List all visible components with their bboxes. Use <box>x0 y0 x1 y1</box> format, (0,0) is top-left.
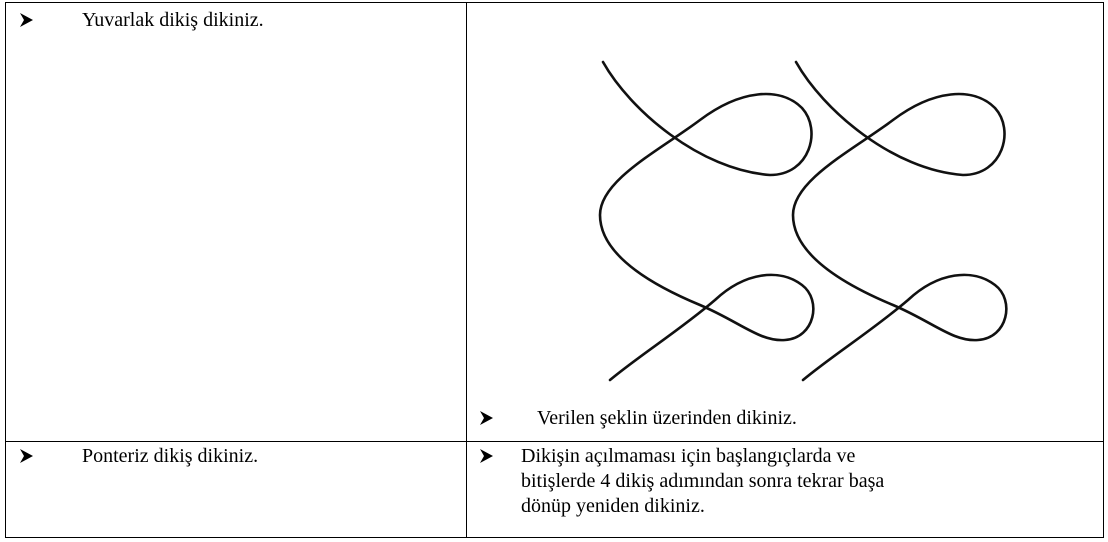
stitch-loop <box>598 60 815 382</box>
table-cell <box>466 441 1104 538</box>
stitch-drawing <box>598 60 1008 382</box>
bullet <box>480 449 493 463</box>
bullets <box>20 13 493 463</box>
instruction: Yuvarlak dikiş dikiniz. <box>82 9 264 31</box>
note-line: Dikişin açılmaması için başlangıçlarda v… <box>521 445 856 467</box>
note-line: bitişlerde 4 dikiş adımından sonra tekra… <box>521 470 885 492</box>
note-line: dönüp yeniden dikiniz. <box>521 495 705 517</box>
bullet <box>20 13 33 27</box>
stitch-loop <box>791 60 1008 382</box>
instruction: Ponteriz dikiş dikiniz. <box>82 445 259 467</box>
note: Verilen şeklin üzerinden dikiniz. <box>537 407 797 429</box>
bullet <box>480 411 493 425</box>
bullet <box>20 449 33 463</box>
